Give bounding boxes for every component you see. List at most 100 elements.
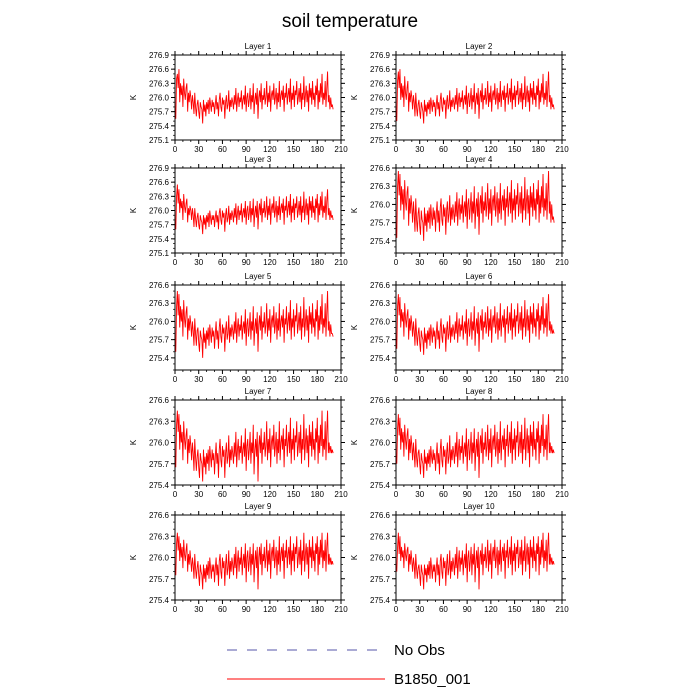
- x-tick-label: 210: [555, 605, 569, 614]
- y-tick-label: 275.7: [370, 219, 391, 228]
- panel-layer-8: 0 30 60 90 120 150 180 210 275.4 275.7 276.0 276.3 2…: [350, 387, 569, 499]
- plot-frame: [174, 54, 342, 141]
- x-tick-label: 0: [394, 258, 399, 267]
- x-tick-label: 180: [311, 605, 325, 614]
- panel-layer-2: 0 30 60 90 120 150 180 210 275.1 275.4 275.7 276.0 2…: [350, 42, 569, 154]
- y-tick-label: 276.3: [149, 532, 170, 541]
- y-tick-label: 275.7: [149, 108, 170, 117]
- y-tick-label: 276.6: [370, 281, 391, 290]
- x-tick-label: 120: [484, 258, 498, 267]
- x-tick-label: 90: [242, 375, 251, 384]
- legend: No Obs B1850_001: [227, 642, 471, 688]
- x-tick-label: 30: [415, 258, 424, 267]
- x-tick-label: 60: [218, 375, 227, 384]
- x-tick-label: 210: [555, 258, 569, 267]
- x-tick-label: 150: [508, 258, 522, 267]
- series-line-b1850-001: [175, 184, 334, 235]
- y-tick-label: 276.3: [370, 299, 391, 308]
- y-tick-label: 276.3: [370, 182, 391, 191]
- x-tick-label: 0: [394, 605, 399, 614]
- x-tick-label: 150: [287, 375, 301, 384]
- y-tick-label: 275.4: [149, 596, 170, 605]
- plot-frame: [395, 54, 563, 141]
- x-tick-label: 90: [463, 490, 472, 499]
- y-tick-label: 276.6: [370, 65, 391, 74]
- panel-title: Layer 10: [463, 502, 495, 511]
- x-tick-label: 210: [555, 375, 569, 384]
- y-tick-label: 276.6: [370, 511, 391, 520]
- y-tick-label: 275.7: [370, 108, 391, 117]
- series-line-b1850-001: [175, 532, 334, 590]
- panel-title: Layer 7: [245, 387, 272, 396]
- y-tick-label: 276.0: [149, 94, 170, 103]
- y-axis-label: K: [129, 554, 138, 560]
- y-tick-label: 276.9: [370, 51, 391, 60]
- x-tick-label: 150: [287, 605, 301, 614]
- x-tick-label: 150: [508, 145, 522, 154]
- y-tick-label: 275.1: [370, 136, 391, 145]
- x-tick-label: 90: [463, 375, 472, 384]
- x-tick-label: 0: [394, 375, 399, 384]
- x-tick-label: 0: [173, 375, 178, 384]
- y-tick-label: 276.3: [370, 532, 391, 541]
- x-tick-label: 30: [194, 145, 203, 154]
- series-line-b1850-001: [396, 171, 555, 241]
- series-line-b1850-001: [175, 410, 334, 482]
- plot-frame: [174, 167, 342, 254]
- x-tick-label: 120: [484, 145, 498, 154]
- y-tick-label: 276.3: [370, 417, 391, 426]
- y-axis-label: K: [350, 207, 359, 213]
- x-tick-label: 210: [334, 145, 348, 154]
- y-tick-label: 275.7: [149, 575, 170, 584]
- y-tick-label: 276.3: [149, 299, 170, 308]
- panel-title: Layer 9: [245, 502, 272, 511]
- x-tick-label: 120: [484, 375, 498, 384]
- panel-layer-7: 0 30 60 90 120 150 180 210 275.4 275.7 276.0 276.3 2…: [129, 387, 348, 499]
- series-line-b1850-001: [396, 414, 555, 478]
- x-tick-label: 90: [242, 490, 251, 499]
- x-tick-label: 150: [287, 258, 301, 267]
- panel-title: Layer 4: [466, 155, 493, 164]
- x-tick-label: 210: [555, 145, 569, 154]
- panel-title: Layer 1: [245, 42, 272, 51]
- legend-label-b1850-001: B1850_001: [394, 671, 471, 688]
- y-tick-label: 276.3: [149, 192, 170, 201]
- x-tick-label: 210: [334, 490, 348, 499]
- y-tick-label: 276.6: [149, 281, 170, 290]
- x-tick-label: 120: [263, 145, 277, 154]
- x-tick-label: 180: [532, 605, 546, 614]
- x-tick-label: 0: [173, 258, 178, 267]
- y-tick-label: 275.4: [370, 122, 391, 131]
- y-tick-label: 276.3: [370, 79, 391, 88]
- y-tick-label: 276.0: [370, 94, 391, 103]
- plot-frame: [174, 284, 342, 371]
- y-tick-label: 276.0: [370, 439, 391, 448]
- x-tick-label: 60: [439, 258, 448, 267]
- x-tick-label: 30: [194, 375, 203, 384]
- y-tick-label: 276.9: [149, 164, 170, 173]
- panel-layer-4: 0 30 60 90 120 150 180 210 275.4 275.7 276.0 276.3 2…: [350, 155, 569, 267]
- y-tick-label: 275.7: [370, 460, 391, 469]
- x-tick-label: 120: [484, 490, 498, 499]
- x-tick-label: 0: [394, 145, 399, 154]
- series-line-b1850-001: [175, 291, 334, 358]
- panel-title: Layer 8: [466, 387, 493, 396]
- panel-layer-1: 0 30 60 90 120 150 180 210 275.1 275.4 275.7 276.0 2…: [129, 42, 348, 154]
- y-axis-label: K: [129, 439, 138, 445]
- x-tick-label: 180: [311, 258, 325, 267]
- x-tick-label: 60: [218, 605, 227, 614]
- x-tick-label: 90: [463, 605, 472, 614]
- y-tick-label: 276.6: [370, 164, 391, 173]
- panel-title: Layer 6: [466, 272, 493, 281]
- y-tick-label: 276.6: [149, 511, 170, 520]
- x-tick-label: 180: [532, 258, 546, 267]
- y-tick-label: 275.4: [149, 235, 170, 244]
- y-tick-label: 276.0: [370, 554, 391, 563]
- y-tick-label: 276.0: [149, 317, 170, 326]
- x-tick-label: 120: [263, 605, 277, 614]
- y-tick-label: 275.7: [149, 460, 170, 469]
- y-axis-label: K: [350, 439, 359, 445]
- y-tick-label: 275.7: [370, 336, 391, 345]
- y-tick-label: 275.7: [370, 575, 391, 584]
- y-tick-label: 276.9: [149, 51, 170, 60]
